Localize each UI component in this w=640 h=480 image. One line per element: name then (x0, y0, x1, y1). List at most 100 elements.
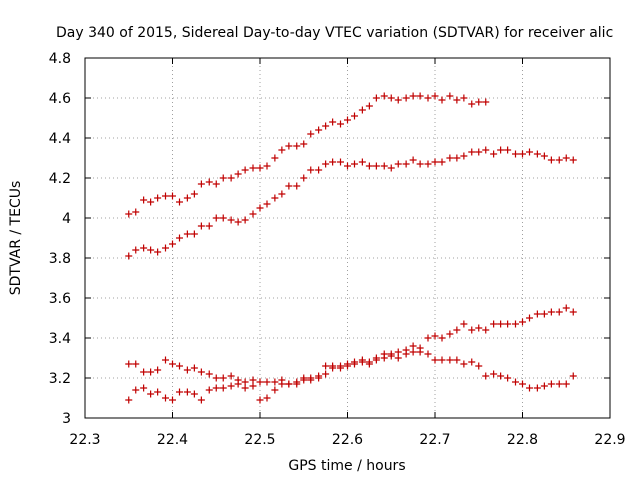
data-point (409, 348, 417, 356)
data-point (256, 396, 264, 404)
data-point (256, 204, 264, 212)
data-point (533, 310, 541, 318)
data-point (300, 174, 308, 182)
data-point (300, 140, 308, 148)
data-point (147, 368, 155, 376)
data-point (380, 92, 388, 100)
data-point (519, 318, 526, 326)
data-point (533, 384, 541, 392)
data-point (482, 98, 490, 106)
data-point (431, 332, 439, 340)
data-point (468, 148, 476, 156)
data-point (227, 382, 235, 390)
data-point (183, 194, 191, 202)
data-point (504, 320, 512, 328)
data-point (526, 314, 533, 322)
data-point (278, 190, 286, 198)
data-point (169, 240, 176, 248)
data-point (300, 376, 308, 384)
data-point (351, 112, 358, 120)
data-point (162, 192, 169, 200)
data-point (460, 320, 468, 328)
y-tick-label: 4.4 (49, 131, 71, 147)
data-point (402, 160, 410, 168)
data-point (431, 92, 439, 100)
data-point (512, 150, 519, 158)
data-point (460, 152, 468, 160)
data-point (125, 252, 133, 260)
y-tick-label: 4.2 (49, 171, 71, 187)
data-point (278, 146, 286, 154)
x-tick-label: 22.5 (244, 432, 275, 448)
data-point (394, 96, 402, 104)
data-point (475, 324, 483, 332)
data-point (365, 360, 373, 368)
data-point (132, 246, 140, 254)
data-point (162, 244, 169, 252)
data-point (212, 214, 220, 222)
data-point (562, 154, 570, 162)
data-point (212, 180, 220, 188)
data-point (205, 178, 213, 186)
data-point (205, 386, 213, 394)
data-point (526, 148, 533, 156)
y-axis-label: SDTVAR / TECUs (8, 181, 24, 296)
data-point (490, 370, 498, 378)
data-point (337, 158, 344, 166)
data-point (169, 192, 176, 200)
data-point (372, 356, 380, 364)
x-tick-label: 22.8 (507, 432, 538, 448)
data-point (307, 376, 315, 384)
data-point (351, 360, 358, 368)
data-point (497, 320, 505, 328)
data-point (402, 350, 410, 358)
data-point (241, 384, 249, 392)
data-point (212, 384, 220, 392)
data-point (234, 380, 242, 388)
data-point (256, 378, 264, 386)
data-point (402, 94, 410, 102)
data-point (190, 364, 198, 372)
data-point (219, 214, 227, 222)
data-point (183, 388, 191, 396)
data-point (212, 374, 220, 382)
data-point (497, 372, 505, 380)
x-tick-label: 22.7 (419, 432, 450, 448)
data-point (169, 360, 176, 368)
data-point (380, 162, 388, 170)
data-point (416, 92, 424, 100)
data-point (540, 310, 548, 318)
y-tick-label: 4.8 (49, 51, 71, 67)
data-point (372, 162, 380, 170)
data-point (526, 384, 533, 392)
data-point (504, 374, 512, 382)
tick-labels: 22.3 22.4 22.5 22.6 22.7 22.8 22.9 3 3.2 3.4 3.6 3.… (49, 51, 626, 448)
data-point (453, 96, 461, 104)
data-point (219, 174, 227, 182)
data-point (482, 146, 490, 154)
data-point (197, 368, 205, 376)
data-point (446, 330, 454, 338)
data-point (438, 334, 446, 342)
data-point (409, 92, 417, 100)
data-point (293, 142, 301, 150)
data-point (394, 354, 402, 362)
data-point (555, 380, 563, 388)
data-point (460, 360, 468, 368)
data-point (365, 102, 373, 110)
data-point (140, 384, 148, 392)
data-point (322, 370, 330, 378)
data-point (547, 308, 555, 316)
y-tick-label: 3.4 (49, 331, 71, 347)
data-point (190, 190, 198, 198)
data-point (125, 210, 133, 218)
data-point (219, 384, 227, 392)
data-point (227, 372, 235, 380)
data-point (453, 326, 461, 334)
data-point (241, 166, 249, 174)
data-point (263, 200, 271, 208)
data-point (555, 308, 563, 316)
data-point (329, 364, 337, 372)
data-point (293, 380, 301, 388)
